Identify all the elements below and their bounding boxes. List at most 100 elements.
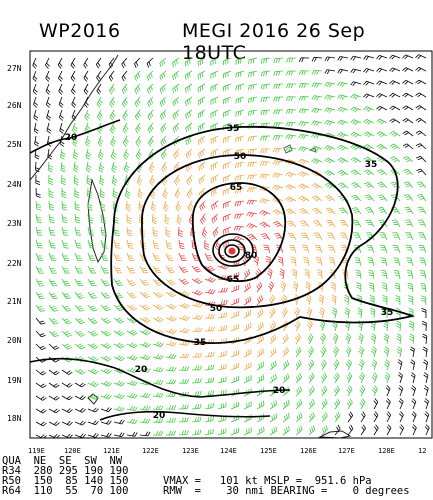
wind-barb [87, 382, 96, 388]
wind-barb-flag [312, 412, 316, 417]
wind-barb [254, 245, 258, 254]
wind-barb-flag [194, 302, 199, 307]
wind-barb-flag [126, 221, 132, 224]
lat-label-21n: 21N [7, 297, 22, 306]
wind-barb [223, 70, 232, 75]
wind-barb-flag [262, 148, 265, 154]
wind-barb-flag [273, 321, 276, 326]
wind-barb [399, 349, 403, 358]
wind-barb [419, 117, 427, 124]
wind-barb [422, 232, 427, 241]
wind-barb-flag [77, 368, 82, 373]
wind-barb-flag [279, 273, 284, 277]
wind-barb-flag [98, 127, 103, 132]
wind-barb-flag [153, 234, 158, 237]
wind-barb-flag [171, 341, 175, 346]
wind-barb-flag [367, 257, 373, 259]
wind-barb-flag [220, 377, 223, 383]
wind-barb-flag [214, 163, 217, 169]
wind-barb-flag [61, 180, 66, 183]
wind-barb [295, 416, 303, 423]
wind-barb [288, 196, 297, 202]
wind-barb-flag [155, 405, 159, 410]
wind-barb-flag [258, 402, 261, 408]
wind-barb-flag [38, 295, 44, 298]
wind-barb [295, 270, 297, 280]
wind-barb-flag [407, 285, 413, 287]
wind-barb-flag [285, 401, 288, 406]
wind-barb-flag [273, 414, 276, 420]
wind-barb-flag [251, 200, 255, 205]
wind-barb-flag [340, 221, 346, 224]
wind-barb-flag [260, 136, 263, 141]
wind-barb-flag [258, 350, 261, 356]
wind-barb-flag [262, 334, 264, 340]
wind-barb [347, 362, 352, 371]
wind-barb-flag [360, 374, 364, 379]
wind-barb [398, 271, 401, 280]
lat-label-20n: 20N [7, 336, 22, 345]
wind-barb [217, 265, 226, 270]
wind-barb-flag [197, 365, 200, 371]
wind-barb-flag [381, 282, 387, 285]
wind-barb-flag [174, 152, 178, 158]
wind-barb-flag [337, 411, 341, 416]
wind-barb [295, 390, 303, 397]
wind-barb-flag [404, 106, 409, 111]
wind-barb-flag [137, 125, 142, 130]
wind-barb [262, 198, 271, 202]
wind-barb-flag [288, 70, 291, 76]
wind-barb-flag [363, 131, 368, 135]
wind-barb [332, 245, 336, 254]
wind-barb-flag [297, 361, 301, 366]
wind-barb [249, 211, 258, 215]
wind-barb-flag [323, 359, 327, 364]
wind-barb-flag [321, 415, 325, 420]
wind-barb-flag [275, 135, 278, 140]
wind-barb-flag [367, 121, 372, 125]
wind-barb-flag [323, 372, 328, 377]
wind-barb [46, 135, 50, 144]
wind-barb [223, 148, 232, 153]
wind-barb-flag [74, 164, 79, 168]
wind-barb-flag [126, 203, 131, 207]
wind-barb [100, 395, 109, 400]
wind-barb [148, 148, 154, 157]
wind-barb-flag [59, 114, 64, 119]
wind-barb-flag [345, 322, 350, 326]
wind-barb [74, 382, 83, 388]
wind-barb-flag [97, 88, 102, 93]
wind-barb [178, 265, 185, 273]
wind-barb-flag [258, 337, 260, 343]
wind-barb [126, 434, 135, 437]
wind-barb-flag [404, 81, 409, 85]
wind-barb-flag [111, 169, 116, 173]
wind-barb [178, 252, 183, 261]
wind-barb [399, 427, 405, 436]
wind-barb [191, 317, 200, 320]
wind-barb-flag [80, 321, 85, 325]
wind-barb-flag [210, 429, 212, 434]
wind-barb-flag [210, 179, 213, 184]
wind-barb [113, 434, 122, 438]
wind-barb-flag [212, 415, 214, 421]
wind-barb [48, 343, 56, 350]
wind-barb [87, 265, 92, 274]
wind-barb-flag [90, 282, 96, 285]
wind-barb-flag [124, 153, 129, 158]
wind-barb-flag [295, 309, 299, 314]
wind-barb-flag [39, 333, 45, 336]
wind-barb [407, 168, 414, 176]
wind-barb-flag [285, 374, 288, 380]
wind-barb [48, 291, 54, 299]
wind-barb-flag [60, 154, 65, 158]
wind-barb-flag [300, 209, 306, 213]
wind-barb-flag [147, 343, 151, 348]
wind-barb [373, 401, 379, 410]
wind-barb [406, 143, 414, 150]
wind-barb-flag [378, 183, 384, 186]
wind-barb-flag [389, 118, 394, 122]
wind-barb-flag [287, 134, 291, 140]
wind-barb-flag [259, 173, 263, 179]
wind-barb-flag [147, 129, 151, 134]
